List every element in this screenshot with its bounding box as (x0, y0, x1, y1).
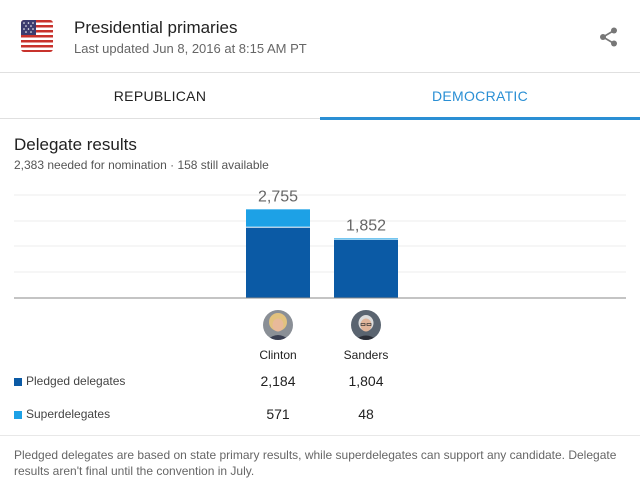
sanders-super-bar (334, 238, 398, 240)
chart-bars: 2,755 1,852 (246, 188, 398, 298)
us-flag-icon (21, 20, 53, 52)
section-title: Delegate results (14, 135, 137, 154)
tab-republican-label: REPUBLICAN (113, 88, 207, 104)
last-updated-text: Last updated Jun 8, 2016 at 8:15 AM PT (74, 41, 307, 56)
sanders-name: Sanders (343, 348, 389, 362)
tab-republican[interactable]: REPUBLICAN (0, 73, 320, 119)
pledged-swatch (14, 378, 22, 386)
sanders-pledged-bar (334, 239, 398, 298)
clinton-pledged-value: 2,184 (260, 373, 296, 389)
active-tab-indicator (320, 117, 640, 120)
super-swatch (14, 411, 22, 419)
nomination-info: 2,383 needed for nomination · 158 still … (14, 158, 269, 172)
clinton-avatar (263, 310, 293, 340)
sanders-avatar (351, 310, 381, 340)
footnote: Pledged delegates are based on state pri… (14, 448, 617, 478)
footnote-divider (0, 435, 640, 436)
share-icon[interactable] (598, 26, 620, 48)
candidate-sanders: Sanders (326, 310, 406, 362)
card-header: Presidential primaries Last updated Jun … (0, 0, 640, 72)
clinton-pledged-bar (246, 227, 310, 298)
clinton-super-bar (246, 209, 310, 227)
sanders-pledged-value: 1,804 (348, 373, 384, 389)
sanders-total-label: 1,852 (346, 217, 386, 234)
party-tabs: REPUBLICAN DEMOCRATIC (0, 72, 640, 120)
tab-democratic[interactable]: DEMOCRATIC (320, 73, 640, 120)
delegate-chart: 2,755 1,852 (14, 188, 626, 299)
legend-row-pledged: Pledged delegates 2,184 1,804 (14, 373, 614, 393)
clinton-total-label: 2,755 (258, 188, 298, 205)
clinton-super-value: 571 (266, 406, 290, 422)
page-title: Presidential primaries (74, 18, 238, 37)
clinton-name: Clinton (259, 348, 297, 362)
candidate-clinton: Clinton (238, 310, 318, 362)
pledged-label: Pledged delegates (26, 374, 126, 388)
tab-democratic-label: DEMOCRATIC (431, 88, 529, 104)
super-label: Superdelegates (26, 407, 111, 421)
sanders-super-value: 48 (358, 406, 374, 422)
chart-grid (14, 194, 626, 273)
legend-row-super: Superdelegates 571 48 (14, 406, 614, 426)
